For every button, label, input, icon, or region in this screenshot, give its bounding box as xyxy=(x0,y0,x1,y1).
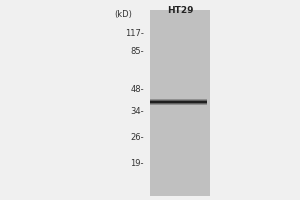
Text: (kD): (kD) xyxy=(114,9,132,19)
Bar xyxy=(150,104,207,105)
Bar xyxy=(150,103,207,104)
Text: HT29: HT29 xyxy=(167,6,193,15)
Text: 48-: 48- xyxy=(130,85,144,94)
Bar xyxy=(150,102,207,103)
Bar xyxy=(150,102,207,103)
Text: 34-: 34- xyxy=(130,108,144,116)
Bar xyxy=(150,99,207,100)
Bar xyxy=(150,100,207,101)
Text: 19-: 19- xyxy=(130,160,144,168)
Bar xyxy=(150,10,210,196)
Bar xyxy=(150,100,207,101)
Text: 26-: 26- xyxy=(130,134,144,142)
Bar xyxy=(150,103,207,104)
Bar xyxy=(150,101,207,102)
Bar xyxy=(150,101,207,102)
Bar xyxy=(150,104,207,105)
Text: 85-: 85- xyxy=(130,47,144,56)
Text: 117-: 117- xyxy=(125,29,144,38)
Bar xyxy=(150,99,207,100)
